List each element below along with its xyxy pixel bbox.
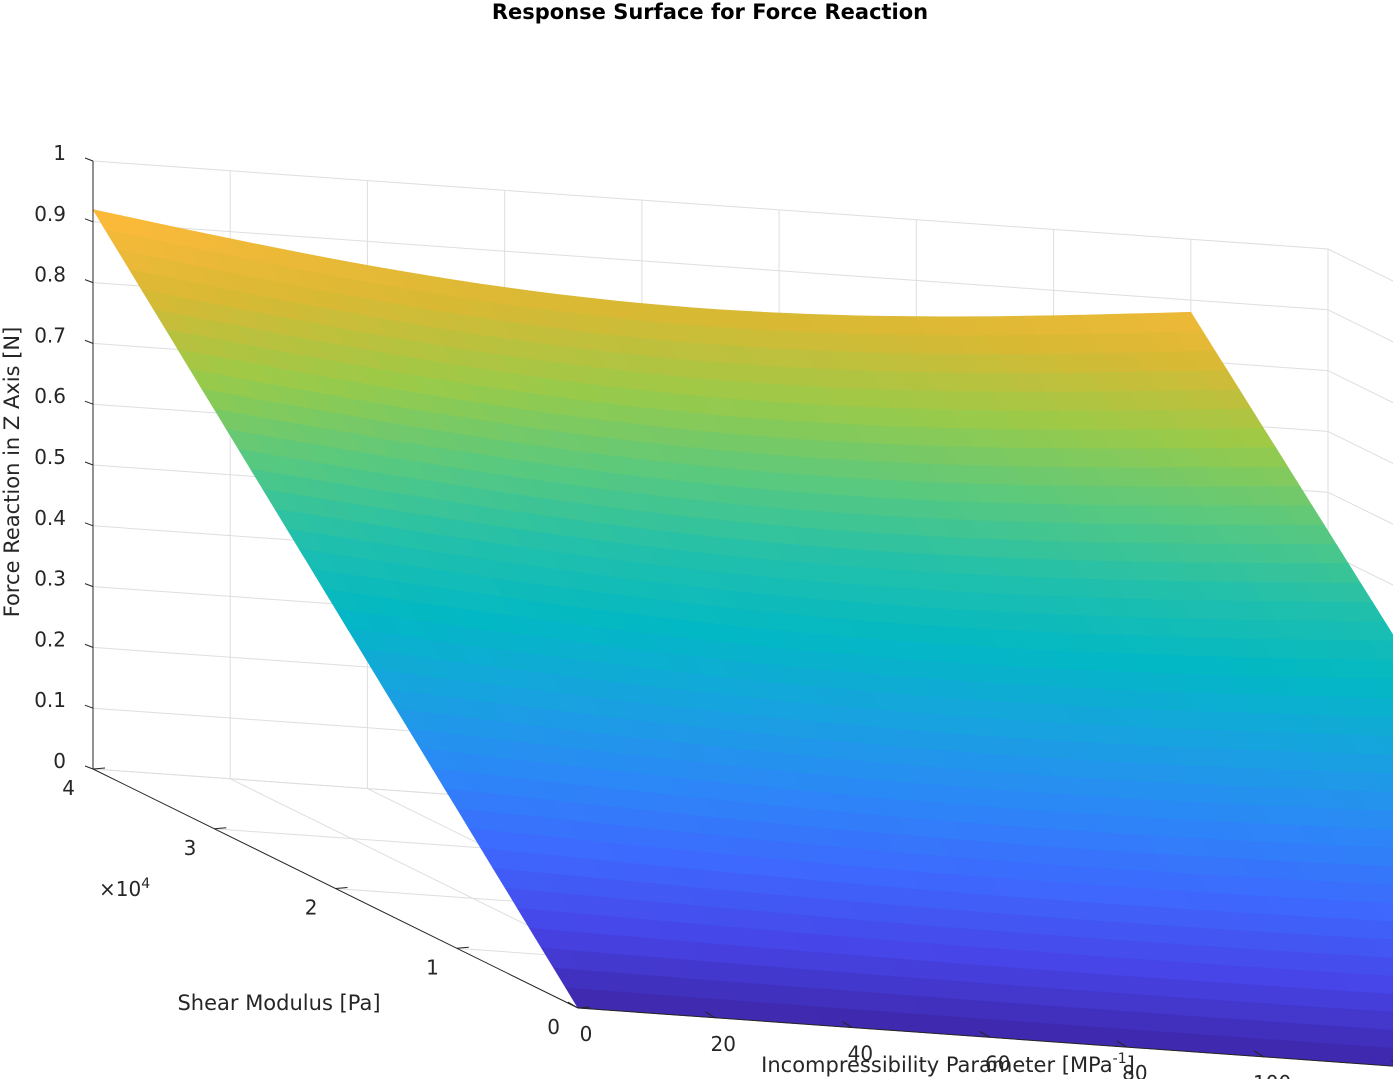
y-tick [456,946,469,949]
surface [92,209,1393,1067]
x-tick-label: 100 [1253,1071,1291,1079]
x-axis-label: Incompressibility Parameter [MPa-1] [761,1051,1135,1077]
surface-patch [1373,902,1393,922]
grid-line [1327,309,1393,343]
surface-patch [1386,920,1393,932]
z-tick-label: 0.1 [34,688,66,712]
x-tick-label: 20 [710,1032,735,1056]
y-multiplier-base: ×10 [99,877,141,901]
surface-patch [1389,716,1393,722]
x-tick [1253,1050,1265,1058]
surface-patch [1388,1047,1393,1055]
x-tick [1116,1040,1128,1048]
z-tick-label: 0.2 [34,627,66,651]
z-tick [84,461,94,466]
surface-patch [1377,865,1393,886]
z-tick [84,704,94,709]
grid-line [1327,248,1393,282]
y-tick [214,827,227,830]
x-axis-label-main: Incompressibility Parameter [MPa [761,1053,1113,1077]
surface-patch [1365,678,1393,699]
z-tick-label: 0.6 [34,384,66,408]
z-axis-label: Force Reaction in Z Axis [N] [0,327,24,618]
chart-title: Response Surface for Force Reaction [492,0,928,24]
x-tick [979,1030,990,1038]
y-tick-label: 3 [184,836,197,860]
x-axis-label-suffix: ] [1127,1053,1135,1077]
surface-patch [1367,974,1393,995]
surface-patch [1376,1028,1393,1049]
surface-patch [1365,846,1393,867]
z-tick [84,643,94,648]
surface-patch [1379,993,1393,1013]
z-tick-label: 0.5 [34,445,66,469]
z-tick [84,157,94,162]
surface-patch [1380,828,1393,849]
y-tick-label: 4 [62,776,75,800]
surface-patch [1374,735,1393,756]
x-tick-label: 80 [1122,1061,1147,1079]
y-tick-label: 0 [547,1015,560,1039]
z-tick-label: 0.7 [34,323,66,347]
surface-patch [1377,697,1393,718]
surface-patch [1368,640,1393,661]
z-tick [84,279,94,284]
z-tick-label: 0.8 [34,263,66,287]
y-tick [335,887,348,889]
surface-patch [1383,791,1393,807]
surface-patch [1386,754,1393,765]
z-tick-label: 1 [53,141,66,165]
z-tick [84,522,94,527]
z-tick [84,583,94,588]
z-tick [84,218,94,223]
y-axis-label: Shear Modulus [Pa] [177,991,380,1015]
grid-line [92,221,1329,311]
surface-patch [1370,938,1393,959]
x-tick-label: 40 [848,1042,873,1066]
y-tick-label: 2 [305,896,318,920]
y-tick [577,1006,591,1009]
z-tick-label: 0 [53,749,66,773]
z-tick-label: 0.9 [34,202,66,226]
y-tick-label: 1 [426,955,439,979]
x-tick [842,1021,853,1029]
y-multiplier-exp: 4 [141,876,150,892]
z-tick [84,339,94,344]
y-tick [92,767,106,770]
x-tick [704,1011,716,1019]
x-tick [567,1001,579,1009]
surface-patch [1382,957,1393,973]
grid-line [92,160,1329,250]
surface-patch [1368,809,1393,830]
z-tick [84,765,94,770]
x-axis-label-sup: -1 [1113,1051,1127,1067]
surface-patch [1381,659,1393,679]
z-tick [84,400,94,405]
labels: Response Surface for Force Reaction Forc… [0,0,1135,1077]
x-axis-line [577,1007,1393,1067]
surface-patch [1389,884,1393,891]
surface-patch [1371,772,1393,793]
z-tick-label: 0.3 [34,567,66,591]
x-tick-label: 60 [985,1051,1010,1075]
z-tick-label: 0.4 [34,506,66,530]
x-tick-label: 0 [580,1022,593,1046]
y-axis-multiplier: ×104 [99,876,150,901]
